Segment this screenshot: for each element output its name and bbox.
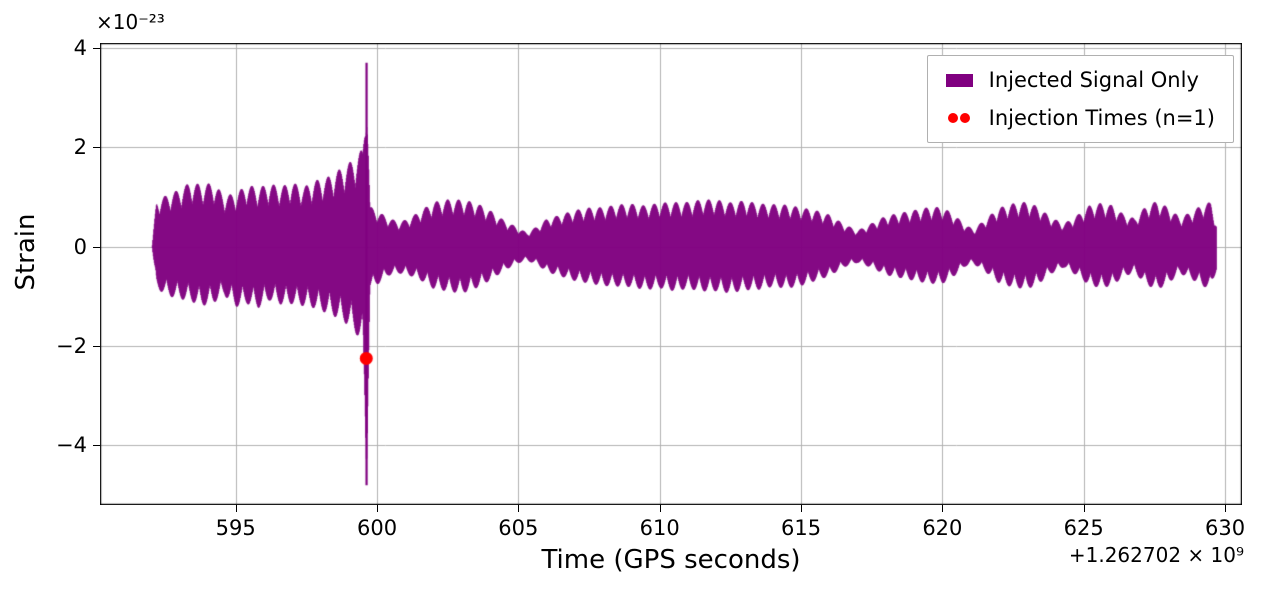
x-tick-label: 620 [922,516,963,540]
x-tick-mark [1083,505,1085,512]
x-tick-mark [518,505,520,512]
y-tick-label: 2 [73,135,87,160]
legend-item-injection-times: Injection Times (n=1) [946,106,1215,130]
y-tick-mark [93,47,100,49]
y-tick-label: 0 [73,234,87,259]
legend: Injected Signal Only Injection Times (n=… [926,55,1234,143]
x-tick-label: 600 [356,516,398,540]
y-tick-label: 4 [73,35,87,60]
x-tick-mark [659,505,661,512]
y-axis-scale-label: ×10⁻²³ [96,10,165,34]
x-tick-mark [377,505,379,512]
y-tick-mark [93,147,100,149]
y-tick-mark [93,445,100,447]
y-tick-mark [93,246,100,248]
y-tick-mark [93,346,100,348]
x-tick-mark [235,505,237,512]
x-axis-offset-label: +1.262702 × 10⁹ [1068,543,1244,567]
legend-item-injected-signal: Injected Signal Only [945,68,1215,92]
legend-label-injected-signal: Injected Signal Only [988,68,1199,92]
y-tick-label: −4 [56,433,87,458]
legend-label-injection-times: Injection Times (n=1) [988,106,1215,130]
x-tick-label: 615 [780,516,822,540]
x-tick-label: 610 [639,516,680,540]
signal-line-swatch-icon [945,73,973,87]
x-tick-label: 630 [1204,516,1246,540]
x-tick-mark [942,505,944,512]
x-tick-label: 625 [1063,516,1104,540]
injection-dots-swatch-icon [946,113,973,123]
x-tick-mark [1225,505,1227,512]
y-tick-label: −2 [56,334,87,359]
y-axis-label: Strain [11,213,41,291]
x-tick-label: 605 [498,516,539,540]
x-tick-mark [801,505,803,512]
x-axis-label: Time (GPS seconds) [541,545,801,575]
x-tick-label: 595 [215,516,256,540]
